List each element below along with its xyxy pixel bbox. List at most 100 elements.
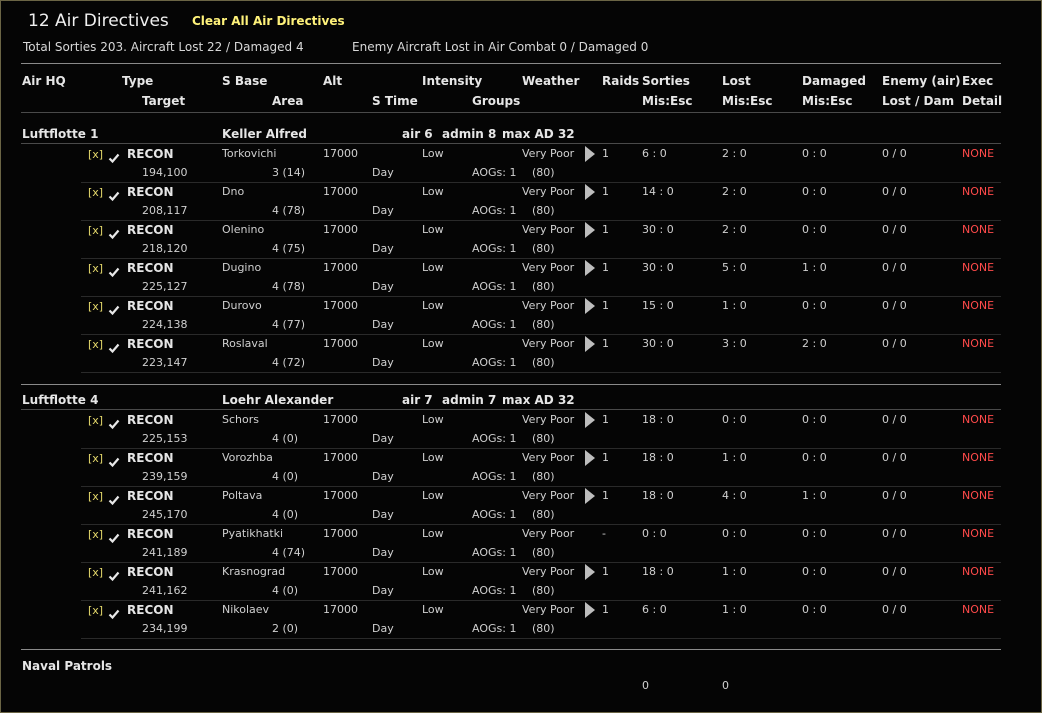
col-enemy-air[interactable]: Enemy (air) [882,74,961,88]
remove-toggle[interactable]: [x] [88,528,104,541]
remove-toggle[interactable]: [x] [88,566,104,579]
target-hex[interactable]: 224,138 [142,318,188,331]
altitude[interactable]: 17000 [323,147,358,160]
mission-type[interactable]: RECON [127,489,174,503]
target-hex[interactable]: 225,153 [142,432,188,445]
target-hex[interactable]: 218,120 [142,242,188,255]
mission-type[interactable]: RECON [127,527,174,541]
col-s-base[interactable]: S Base [222,74,268,88]
exec-detail[interactable]: NONE [962,451,995,464]
s-time[interactable]: Day [372,356,394,369]
exec-detail[interactable]: NONE [962,603,995,616]
checkmark-icon[interactable] [108,415,120,430]
col-air-hq[interactable]: Air HQ [22,74,66,88]
source-base[interactable]: Vorozhba [222,451,273,464]
groups[interactable]: AOGs: 1 [472,166,517,179]
exec-detail[interactable]: NONE [962,413,995,426]
col-lost[interactable]: Lost [722,74,751,88]
groups[interactable]: AOGs: 1 [472,622,517,635]
col-area[interactable]: Area [272,94,304,108]
intensity[interactable]: Low [422,185,444,198]
checkmark-icon[interactable] [108,453,120,468]
mission-type[interactable]: RECON [127,451,174,465]
s-time[interactable]: Day [372,584,394,597]
checkmark-icon[interactable] [108,339,120,354]
altitude[interactable]: 17000 [323,527,358,540]
source-base[interactable]: Durovo [222,299,262,312]
col-lost-me[interactable]: Mis:Esc [722,94,773,108]
groups[interactable]: AOGs: 1 [472,508,517,521]
col-alt[interactable]: Alt [323,74,343,88]
groups[interactable]: AOGs: 1 [472,356,517,369]
target-hex[interactable]: 245,170 [142,508,188,521]
play-arrow-icon[interactable] [585,146,595,162]
col-intensity[interactable]: Intensity [422,74,483,88]
col-damaged-me[interactable]: Mis:Esc [802,94,853,108]
col-detail[interactable]: Detail [962,94,1003,108]
altitude[interactable]: 17000 [323,185,358,198]
remove-toggle[interactable]: [x] [88,604,104,617]
s-time[interactable]: Day [372,166,394,179]
exec-detail[interactable]: NONE [962,527,995,540]
col-sorties-me[interactable]: Mis:Esc [642,94,693,108]
checkmark-icon[interactable] [108,301,120,316]
mission-type[interactable]: RECON [127,147,174,161]
altitude[interactable]: 17000 [323,299,358,312]
play-arrow-icon[interactable] [585,298,595,314]
s-time[interactable]: Day [372,204,394,217]
intensity[interactable]: Low [422,489,444,502]
exec-detail[interactable]: NONE [962,299,995,312]
s-time[interactable]: Day [372,546,394,559]
remove-toggle[interactable]: [x] [88,148,104,161]
target-hex[interactable]: 208,117 [142,204,188,217]
play-arrow-icon[interactable] [585,336,595,352]
altitude[interactable]: 17000 [323,451,358,464]
source-base[interactable]: Olenino [222,223,265,236]
mission-type[interactable]: RECON [127,185,174,199]
checkmark-icon[interactable] [108,187,120,202]
remove-toggle[interactable]: [x] [88,490,104,503]
target-hex[interactable]: 225,127 [142,280,188,293]
play-arrow-icon[interactable] [585,412,595,428]
col-damaged[interactable]: Damaged [802,74,866,88]
col-type[interactable]: Type [122,74,154,88]
exec-detail[interactable]: NONE [962,565,995,578]
s-time[interactable]: Day [372,622,394,635]
source-base[interactable]: Poltava [222,489,263,502]
exec-detail[interactable]: NONE [962,223,995,236]
checkmark-icon[interactable] [108,491,120,506]
target-hex[interactable]: 223,147 [142,356,188,369]
intensity[interactable]: Low [422,299,444,312]
play-arrow-icon[interactable] [585,602,595,618]
intensity[interactable]: Low [422,603,444,616]
remove-toggle[interactable]: [x] [88,262,104,275]
col-groups[interactable]: Groups [472,94,521,108]
s-time[interactable]: Day [372,470,394,483]
source-base[interactable]: Pyatikhatki [222,527,284,540]
groups[interactable]: AOGs: 1 [472,546,517,559]
intensity[interactable]: Low [422,527,444,540]
groups[interactable]: AOGs: 1 [472,470,517,483]
s-time[interactable]: Day [372,508,394,521]
target-hex[interactable]: 241,189 [142,546,188,559]
clear-all-button[interactable]: Clear All Air Directives [192,14,345,28]
target-hex[interactable]: 194,100 [142,166,188,179]
remove-toggle[interactable]: [x] [88,224,104,237]
groups[interactable]: AOGs: 1 [472,204,517,217]
remove-toggle[interactable]: [x] [88,186,104,199]
groups[interactable]: AOGs: 1 [472,432,517,445]
checkmark-icon[interactable] [108,149,120,164]
air-hq-name[interactable]: Luftflotte 4 [22,393,99,407]
altitude[interactable]: 17000 [323,565,358,578]
source-base[interactable]: Dugino [222,261,262,274]
exec-detail[interactable]: NONE [962,185,995,198]
groups[interactable]: AOGs: 1 [472,280,517,293]
checkmark-icon[interactable] [108,529,120,544]
exec-detail[interactable]: NONE [962,337,995,350]
commander-name[interactable]: Loehr Alexander [222,393,334,407]
exec-detail[interactable]: NONE [962,489,995,502]
air-hq-name[interactable]: Luftflotte 1 [22,127,99,141]
col-target[interactable]: Target [142,94,186,108]
col-sorties[interactable]: Sorties [642,74,690,88]
target-hex[interactable]: 239,159 [142,470,188,483]
